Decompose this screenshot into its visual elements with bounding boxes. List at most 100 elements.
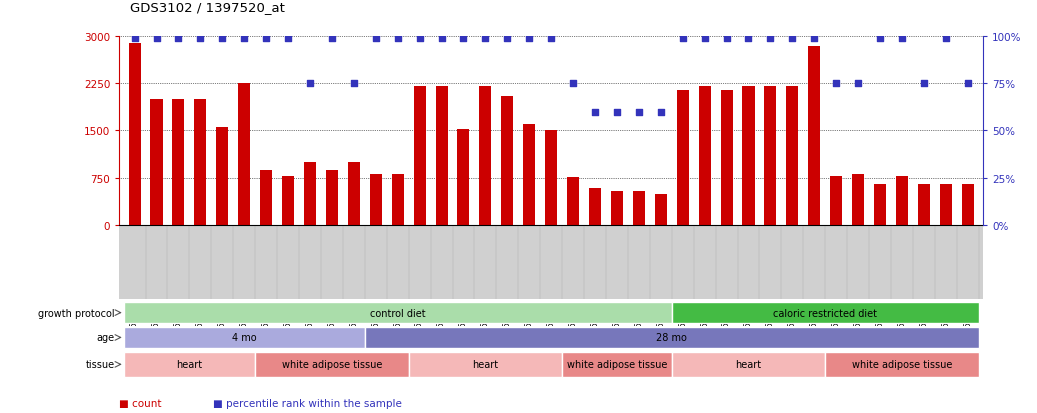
- Point: [324, 36, 340, 43]
- Text: growth protocol: growth protocol: [38, 308, 115, 318]
- Bar: [260, 171, 272, 225]
- Point: [367, 36, 384, 43]
- Point: [872, 36, 889, 43]
- Text: white adipose tissue: white adipose tissue: [567, 359, 667, 370]
- Text: ■ count: ■ count: [119, 398, 162, 408]
- Bar: [194, 100, 206, 225]
- Text: 28 mo: 28 mo: [656, 332, 688, 343]
- Point: [762, 36, 779, 43]
- Point: [192, 36, 208, 43]
- Bar: [239, 84, 250, 225]
- Point: [565, 81, 582, 88]
- Text: control diet: control diet: [370, 308, 425, 318]
- Point: [937, 36, 954, 43]
- Bar: [524, 125, 535, 225]
- Point: [674, 36, 691, 43]
- Point: [433, 36, 450, 43]
- Bar: [672, 352, 825, 377]
- Bar: [654, 195, 667, 225]
- Point: [258, 36, 275, 43]
- Bar: [436, 87, 448, 225]
- Bar: [365, 327, 979, 348]
- Point: [916, 81, 932, 88]
- Point: [127, 36, 143, 43]
- Bar: [562, 352, 672, 377]
- Point: [236, 36, 253, 43]
- Bar: [808, 47, 820, 225]
- Bar: [721, 90, 732, 225]
- Text: 4 mo: 4 mo: [232, 332, 256, 343]
- Bar: [326, 171, 338, 225]
- Point: [849, 81, 866, 88]
- Bar: [282, 177, 295, 225]
- Bar: [742, 87, 755, 225]
- Bar: [129, 43, 141, 225]
- Bar: [150, 100, 163, 225]
- Bar: [255, 352, 409, 377]
- Bar: [896, 177, 908, 225]
- Bar: [940, 185, 952, 225]
- Bar: [545, 131, 557, 225]
- Bar: [611, 192, 623, 225]
- Text: heart: heart: [735, 359, 761, 370]
- Point: [543, 36, 560, 43]
- Text: ■ percentile rank within the sample: ■ percentile rank within the sample: [213, 398, 401, 408]
- Bar: [831, 177, 842, 225]
- Bar: [786, 87, 798, 225]
- Point: [521, 36, 537, 43]
- Point: [280, 36, 297, 43]
- Text: GDS3102 / 1397520_at: GDS3102 / 1397520_at: [130, 2, 284, 14]
- Bar: [825, 352, 979, 377]
- Point: [390, 36, 407, 43]
- Text: age: age: [96, 332, 115, 343]
- Bar: [672, 302, 979, 323]
- Point: [784, 36, 801, 43]
- Bar: [217, 128, 228, 225]
- Point: [587, 109, 604, 116]
- Bar: [501, 97, 513, 225]
- Point: [345, 81, 362, 88]
- Bar: [677, 90, 689, 225]
- Bar: [409, 352, 562, 377]
- Point: [499, 36, 515, 43]
- Bar: [567, 178, 579, 225]
- Bar: [392, 175, 403, 225]
- Bar: [457, 130, 470, 225]
- Bar: [479, 87, 492, 225]
- Bar: [172, 100, 185, 225]
- Bar: [370, 175, 382, 225]
- Text: white adipose tissue: white adipose tissue: [282, 359, 382, 370]
- Text: caloric restricted diet: caloric restricted diet: [774, 308, 877, 318]
- Bar: [852, 175, 864, 225]
- Point: [959, 81, 976, 88]
- Bar: [123, 327, 365, 348]
- Point: [828, 81, 844, 88]
- Text: heart: heart: [176, 359, 202, 370]
- Point: [214, 36, 230, 43]
- Point: [719, 36, 735, 43]
- Point: [170, 36, 187, 43]
- Bar: [414, 87, 425, 225]
- Point: [302, 81, 318, 88]
- Bar: [699, 87, 710, 225]
- Text: heart: heart: [472, 359, 499, 370]
- Bar: [961, 185, 974, 225]
- Bar: [123, 352, 255, 377]
- Text: white adipose tissue: white adipose tissue: [851, 359, 952, 370]
- Bar: [633, 192, 645, 225]
- Bar: [874, 185, 886, 225]
- Point: [412, 36, 428, 43]
- Point: [696, 36, 712, 43]
- Point: [740, 36, 757, 43]
- Bar: [304, 162, 316, 225]
- Point: [630, 109, 647, 116]
- Point: [477, 36, 494, 43]
- Bar: [918, 185, 930, 225]
- Point: [455, 36, 472, 43]
- Point: [148, 36, 165, 43]
- Bar: [347, 162, 360, 225]
- Bar: [589, 188, 601, 225]
- Point: [806, 36, 822, 43]
- Point: [652, 109, 669, 116]
- Bar: [123, 302, 672, 323]
